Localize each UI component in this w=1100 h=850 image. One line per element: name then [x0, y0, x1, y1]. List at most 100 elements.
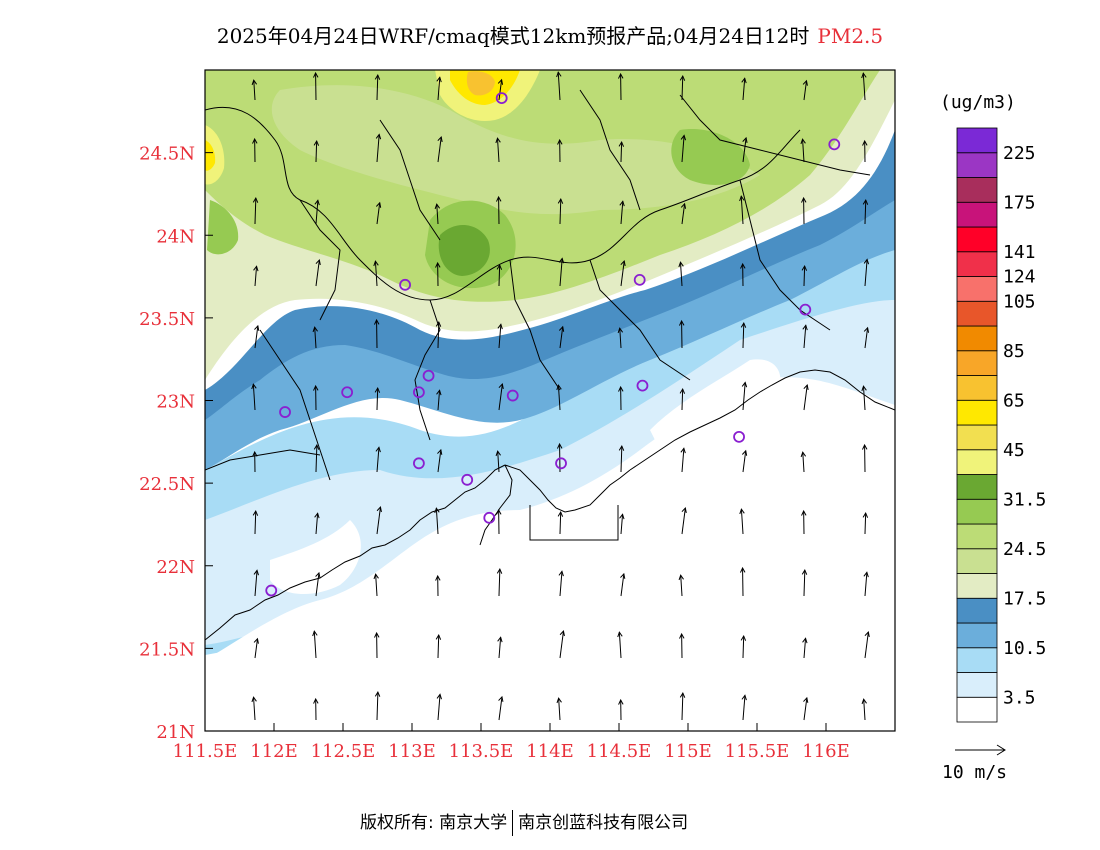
monitoring-station-marker[interactable]	[412, 386, 425, 399]
wind-arrow-head	[312, 326, 318, 333]
wind-arrow-head	[312, 630, 318, 637]
wind-arrow-head	[559, 630, 565, 637]
wind-arrow	[681, 135, 685, 163]
wind-arrow-head	[617, 631, 623, 638]
wind-arrow-head	[801, 568, 808, 575]
wind-arrow	[559, 571, 563, 597]
wind-arrow-head	[679, 691, 686, 698]
wind-arrow-head	[251, 79, 258, 86]
wind-arrow-head	[313, 139, 320, 146]
wind-arrow-head	[741, 77, 747, 84]
monitoring-station-marker[interactable]	[461, 473, 474, 486]
wind-arrow-head	[618, 140, 625, 147]
x-tick-label: 111.5E	[173, 741, 238, 762]
wind-arrow-head	[618, 698, 624, 705]
wind-arrow	[313, 631, 317, 659]
wind-arrow	[376, 75, 379, 101]
wind-arrow	[803, 266, 806, 287]
y-tick-label: 23.5N	[139, 309, 195, 330]
wind-arrow	[496, 138, 500, 163]
wind-arrow-head	[375, 446, 381, 453]
monitoring-station-marker[interactable]	[495, 92, 508, 104]
wind-arrow-head	[802, 637, 808, 644]
legend-color-swatch	[956, 251, 998, 277]
sea-clean-pocket-2	[650, 359, 781, 450]
hk-boundary	[529, 505, 619, 541]
monitoring-station-marker[interactable]	[483, 511, 496, 524]
legend-label: 3.5	[1003, 687, 1036, 708]
legend-color-swatch	[956, 152, 998, 178]
wind-arrow-head	[618, 444, 625, 451]
monitoring-station-marker[interactable]	[341, 386, 354, 399]
monitoring-station-marker[interactable]	[412, 457, 425, 470]
wind-arrow-head	[679, 74, 686, 81]
wind-arrow-head	[253, 569, 259, 576]
wind-arrow	[374, 261, 378, 287]
monitoring-station-marker[interactable]	[265, 584, 278, 597]
legend-label: 10.5	[1003, 638, 1046, 659]
wind-arrow	[376, 447, 380, 473]
wind-arrow-head	[496, 508, 502, 515]
wind-arrow-head	[862, 198, 869, 205]
monitoring-station-marker[interactable]	[636, 379, 649, 392]
legend-color-swatch	[956, 226, 998, 253]
wind-arrow-head	[315, 571, 321, 578]
legend-label: 85	[1003, 341, 1025, 362]
wind-arrow-head	[862, 511, 869, 518]
wind-arrow-head	[374, 631, 380, 638]
monitoring-station-marker[interactable]	[799, 303, 812, 316]
wind-arrow	[740, 196, 744, 225]
wind-arrow	[681, 693, 684, 721]
monitoring-station-marker[interactable]	[399, 278, 412, 291]
wind-arrow	[315, 259, 320, 287]
wind-arrow-head	[620, 259, 626, 267]
wind-arrow	[864, 572, 868, 597]
legend-label: 31.5	[1003, 489, 1046, 510]
wind-arrow-head	[373, 260, 379, 267]
legend-color-swatch	[956, 424, 998, 451]
county-border-4	[589, 259, 691, 381]
legend-color-swatch	[956, 696, 998, 723]
wind-arrow	[742, 450, 747, 473]
monitoring-station-marker[interactable]	[733, 430, 745, 443]
county-border-5	[739, 179, 831, 331]
wind-arrow	[803, 570, 806, 597]
legend-label: 17.5	[1003, 588, 1046, 609]
wind-arrow	[864, 327, 869, 349]
wind-arrow-head	[498, 382, 504, 390]
monitoring-station-marker[interactable]	[279, 406, 291, 418]
wind-arrow	[436, 204, 439, 225]
wind-arrow-head	[803, 696, 809, 703]
wind-arrow	[253, 697, 256, 721]
legend-label: 175	[1003, 192, 1036, 213]
wind-arrow-head	[436, 76, 442, 83]
wind-arrow-head	[314, 199, 320, 206]
wind-arrow-head	[739, 508, 745, 515]
map-area[interactable]	[205, 70, 895, 731]
wind-arrow-head	[800, 138, 806, 145]
legend-unit: (ug/m3)	[940, 92, 1016, 113]
y-tick-label: 24N	[156, 226, 195, 247]
county-border-6	[379, 119, 441, 241]
monitoring-station-marker[interactable]	[633, 273, 646, 286]
monitoring-station-marker[interactable]	[828, 138, 841, 151]
wind-arrow-head	[801, 264, 808, 271]
wind-arrow	[742, 323, 745, 349]
wind-arrow	[680, 575, 683, 597]
monitoring-station-marker[interactable]	[506, 389, 519, 402]
coastline-west	[205, 464, 506, 641]
wind-arrow-head	[375, 201, 382, 208]
wind-arrow-head	[619, 513, 625, 520]
wind-arrow-head	[802, 324, 808, 331]
wind-arrow	[435, 508, 439, 535]
monitoring-station-marker[interactable]	[555, 457, 567, 470]
wind-arrow	[803, 80, 807, 101]
wind-arrow-head	[251, 383, 257, 390]
wind-arrow-head	[495, 137, 501, 144]
legend-color-swatch	[956, 325, 998, 352]
wind-arrow-head	[373, 318, 380, 325]
wind-arrow	[437, 694, 441, 721]
county-border-7	[579, 89, 641, 211]
monitoring-station-marker[interactable]	[422, 369, 435, 382]
